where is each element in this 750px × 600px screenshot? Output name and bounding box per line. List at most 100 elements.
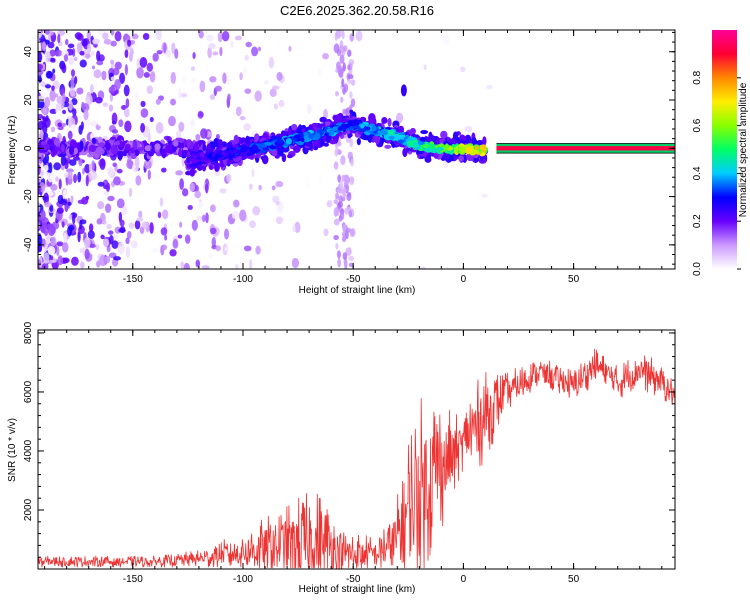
spectrogram-noise-blob [61, 221, 65, 228]
spectrogram-ridge-blob [281, 153, 287, 163]
spectrogram-noise-blob [126, 230, 132, 239]
spectrogram-noise-blob [57, 122, 63, 128]
spectrogram-ridge-blob [240, 137, 247, 143]
spectrogram-ridge-blob [186, 157, 191, 164]
spectrogram-noise-blob [292, 224, 296, 233]
spectrogram-noise-blob [207, 46, 212, 59]
spectrogram-band-blob [91, 137, 97, 144]
spectrogram-noise-blob [125, 98, 130, 109]
spectrogram-ridge-blob [254, 153, 262, 159]
spectrogram-xtick-label: -100 [233, 274, 253, 285]
spectrogram-noise-blob [334, 31, 338, 41]
spectrogram-noise-blob [201, 265, 210, 269]
spectrogram-noise-blob [177, 88, 182, 100]
spectrogram-noise-blob [230, 40, 234, 48]
spectrogram-noise-blob [182, 188, 189, 197]
spectrogram-ridge-blob [328, 128, 335, 136]
spectrogram-noise-blob [138, 210, 143, 219]
spectrogram-noise-blob [209, 94, 216, 100]
spectrogram-noise-blob [170, 71, 176, 84]
spectrogram-noise-blob [341, 235, 347, 243]
spectrogram-noise-blob [239, 209, 247, 222]
spectrogram-noise-blob [116, 198, 125, 209]
spectrogram-noise-blob [342, 252, 348, 261]
spectrogram-noise-blob [244, 54, 249, 61]
spectrogram-noise-blob [96, 201, 105, 210]
snr-xlabel: Height of straight line (km) [299, 584, 416, 595]
spectrogram-noise-blob [164, 234, 168, 241]
spectrogram-noise-blob [480, 193, 489, 199]
spectrogram-noise-blob [41, 41, 47, 51]
spectrogram-noise-blob [68, 56, 75, 65]
spectrogram-noise-blob [206, 34, 214, 42]
spectrogram-noise-blob [348, 176, 355, 186]
spectrogram-noise-blob [219, 188, 227, 194]
spectrogram-noise-blob [152, 52, 159, 62]
spectrogram-noise-blob [134, 156, 140, 169]
spectrogram-noise-blob [234, 35, 242, 41]
spectrogram-noise-blob [464, 125, 473, 133]
spectrogram-noise-blob [59, 251, 66, 257]
spectrogram-ridge-blob [409, 127, 416, 135]
spectrogram-noise-blob [155, 31, 163, 41]
spectrogram-ridge-blob [426, 153, 432, 160]
spectrogram-band-blob [167, 139, 173, 146]
spectrogram-ridge-blob [202, 144, 207, 152]
spectrogram-noise-blob [243, 245, 252, 252]
spectrogram-noise-blob [124, 120, 132, 133]
spectrogram-noise-blob [249, 258, 253, 269]
spectrogram-noise-blob [105, 182, 111, 192]
spectrogram-noise-blob [81, 102, 90, 112]
spectrogram-noise-blob [334, 147, 339, 157]
spectrogram-noise-blob [125, 246, 131, 259]
spectrogram-noise-blob [333, 161, 339, 170]
spectrogram-band-blob [197, 139, 206, 146]
spectrogram-noise-blob [192, 52, 196, 60]
spectrogram-noise-blob [124, 49, 129, 59]
spectrogram-ylabel: Frequency (Hz) [7, 116, 18, 185]
spectrogram-noise-blob [278, 99, 285, 108]
spectrogram-ridge-blob [364, 126, 371, 131]
spectrogram-noise-blob [62, 93, 66, 103]
spectrogram-noise-blob [396, 112, 404, 124]
spectrogram-noise-blob [50, 236, 57, 247]
spectrogram-noise-blob [181, 156, 185, 167]
spectrogram-noise-blob [102, 32, 109, 40]
spectrogram-noise-blob [50, 183, 58, 191]
spectrogram-noise-blob [347, 151, 353, 160]
spectrogram-noise-blob [191, 219, 198, 231]
spectrogram-noise-blob [53, 162, 61, 171]
spectrogram-noise-blob [337, 258, 341, 268]
spectrogram-xtick-label: 50 [568, 274, 580, 285]
spectrogram-ridge-blob [352, 119, 360, 126]
spectrogram-noise-blob [124, 107, 130, 118]
spectrogram-noise-blob [126, 159, 134, 169]
spectrogram-ridge-blob [374, 134, 381, 145]
spectrogram-noise-blob [130, 39, 135, 45]
spectrogram-band-blob [40, 145, 49, 151]
spectrogram-ridge-blob [358, 128, 367, 132]
spectrogram-noise-blob [119, 219, 125, 227]
spectrogram-band-blob [117, 150, 123, 161]
spectrogram-noise-blob [156, 50, 163, 55]
spectrogram-ridge-blob [458, 145, 465, 152]
spectrogram-noise-blob [41, 238, 46, 248]
spectrogram-ridge-blob [199, 151, 205, 159]
spectrogram-noise-blob [110, 30, 115, 36]
spectrogram-noise-blob [334, 91, 339, 97]
snr-xtick-label: -150 [123, 574, 143, 585]
spectrogram-noise-blob [255, 245, 261, 255]
spectrogram-ridge-blob [418, 141, 425, 145]
spectrogram-noise-blob [199, 80, 206, 93]
snr-panel: -150 -100 -50 0 50 2000 4000 6000 8000 Height of… [7, 321, 676, 595]
spectrogram-noise-blob [94, 97, 103, 104]
spectrogram-noise-blob [131, 33, 139, 40]
spectrogram-ytick-label: 40 [23, 46, 34, 58]
spectrogram-ridge-blob [213, 137, 220, 148]
spectrogram-noise-blob [60, 154, 67, 167]
spectrogram-noise-blob [71, 256, 79, 266]
spectrogram-noise-blob [222, 72, 227, 84]
spectrogram-noise-blob [78, 158, 83, 167]
spectrogram-ridge-blob [379, 135, 385, 146]
spectrogram-ridge-blob [398, 134, 406, 138]
